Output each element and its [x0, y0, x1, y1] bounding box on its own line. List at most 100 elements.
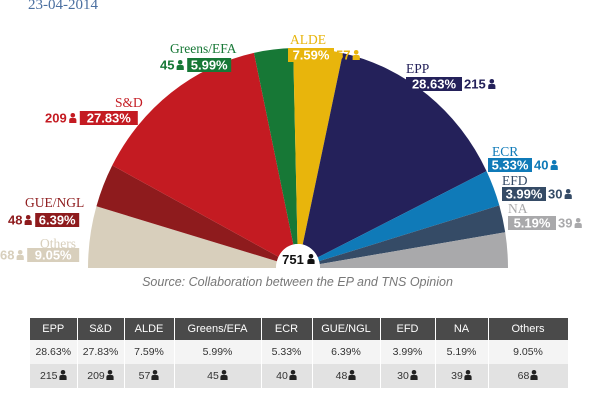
table-cell-pct: 3.99%: [380, 340, 436, 364]
person-icon: [16, 250, 24, 260]
table-header-row: EPP S&D ALDE Greens/EFA ECR GUE/NGL EFD NA Other…: [30, 318, 569, 340]
label-alde-pct-box: [288, 48, 334, 62]
results-table: EPP S&D ALDE Greens/EFA ECR GUE/NGL EFD NA Other…: [30, 318, 569, 388]
slice-na: [319, 232, 508, 268]
table-cell-seats: 39: [435, 364, 489, 388]
total-seats-badge: 751: [276, 244, 320, 268]
table-cell-seats: 68: [488, 364, 569, 388]
label-greens-efa-seats: 45: [160, 58, 174, 73]
person-icon: [151, 370, 159, 380]
table-cell-seats-value: 45: [207, 370, 219, 382]
person-icon: [106, 370, 114, 380]
person-icon: [564, 189, 572, 199]
table-cell-seats-value: 215: [39, 370, 58, 382]
slice-sd: [112, 52, 294, 257]
label-others-seats: 68: [0, 248, 14, 263]
table-cell-pct: 9.05%: [488, 340, 569, 364]
label-gue-ngl-name: GUE/NGL: [25, 195, 84, 210]
person-icon: [176, 60, 184, 70]
table-header-na: NA: [435, 318, 489, 340]
label-others-pct-box: [27, 248, 80, 262]
label-gue-ngl-seats: 48: [8, 213, 22, 228]
label-ecr-seats: 40: [534, 158, 548, 173]
table-cell-seats: 57: [124, 364, 175, 388]
table-cell-seats-value: 68: [517, 370, 530, 382]
table-header-sd: S&D: [77, 318, 125, 340]
slice-epp: [302, 53, 487, 258]
slice-others: [88, 206, 277, 268]
person-icon: [307, 254, 315, 264]
label-efd-seats: 30: [548, 187, 562, 202]
total-seats-value: 751: [282, 252, 304, 267]
label-na-pct-box: [508, 216, 556, 230]
label-others-pct: 9.05%: [35, 248, 72, 263]
label-alde-seats: 57: [336, 48, 350, 63]
table-cell-pct: 6.39%: [312, 340, 381, 364]
table-cell-pct: 5.19%: [435, 340, 489, 364]
person-icon: [550, 160, 558, 170]
label-epp-pct: 28.63%: [412, 77, 457, 92]
label-greens-efa-pct: 5.99%: [191, 58, 228, 73]
table-cell-seats: 40: [261, 364, 313, 388]
table-cell-seats: 48: [312, 364, 381, 388]
person-icon: [488, 79, 496, 89]
table-header-ecr: ECR: [261, 318, 313, 340]
table-cell-seats-value: 39: [451, 370, 463, 382]
table-cell-pct: 28.63%: [30, 340, 78, 364]
person-icon: [464, 370, 472, 380]
table-cell-seats: 215: [30, 364, 78, 388]
person-icon: [348, 370, 356, 380]
table-header-alde: ALDE: [124, 318, 175, 340]
person-icon: [410, 370, 418, 380]
slice-gue-ngl: [96, 165, 279, 262]
label-alde-name: ALDE: [290, 32, 326, 47]
label-greens-efa-name: Greens/EFA: [170, 41, 237, 56]
label-sd-pct-box: [79, 111, 138, 125]
label-sd-pct: 27.83%: [87, 111, 132, 126]
table-cell-pct: 7.59%: [124, 340, 175, 364]
person-icon: [58, 370, 67, 380]
label-na-seats: 39: [558, 216, 572, 231]
table-header-greens-efa: Greens/EFA: [174, 318, 262, 340]
label-gue-ngl-pct: 6.39%: [39, 213, 76, 228]
label-greens-efa-pct-box: [187, 58, 232, 72]
label-gue-ngl-pct-box: [35, 213, 80, 227]
label-epp-seats: 215: [464, 77, 486, 92]
person-icon: [69, 113, 77, 123]
date-label: 23-04-2014: [28, 0, 98, 13]
label-others-name: Others: [40, 236, 76, 251]
table-row-percentages: 28.63% 27.83% 7.59% 5.99% 5.33% 6.39% 3.99% 5.1…: [30, 340, 569, 364]
label-efd-name: EFD: [502, 173, 528, 188]
table-header-efd: EFD: [380, 318, 436, 340]
person-icon: [352, 50, 360, 60]
table-cell-pct: 5.33%: [261, 340, 313, 364]
table-cell-pct: 27.83%: [77, 340, 125, 364]
label-na-pct: 5.19%: [514, 216, 551, 231]
table-cell-seats: 30: [380, 364, 436, 388]
source-note: Source: Collaboration between the EP and…: [142, 275, 453, 289]
label-ecr-pct-box: [488, 158, 532, 172]
person-icon: [574, 218, 582, 228]
person-icon: [24, 215, 32, 225]
person-icon: [220, 370, 228, 380]
label-efd-pct-box: [502, 187, 546, 201]
table-header-epp: EPP: [30, 318, 78, 340]
table-cell-seats: 45: [174, 364, 262, 388]
table-header-others: Others: [488, 318, 569, 340]
slice-ecr: [317, 171, 500, 262]
label-sd-seats: 209: [45, 111, 67, 126]
table-cell-seats-value: 30: [397, 370, 409, 382]
slice-alde: [293, 47, 343, 245]
slice-greens-efa: [253, 48, 298, 245]
label-efd-pct: 3.99%: [506, 187, 543, 202]
table-cell-seats-value: 209: [87, 370, 105, 382]
person-icon: [289, 370, 297, 380]
table-row-seats: 215 209 57 45 40 48 30 39 68: [30, 364, 569, 388]
person-icon: [530, 370, 538, 380]
label-na-name: NA: [508, 201, 528, 216]
label-sd-name: S&D: [115, 95, 143, 110]
table-header-gue-ngl: GUE/NGL: [312, 318, 381, 340]
hemicycle-slices: [88, 47, 508, 268]
slice-efd: [319, 205, 506, 265]
